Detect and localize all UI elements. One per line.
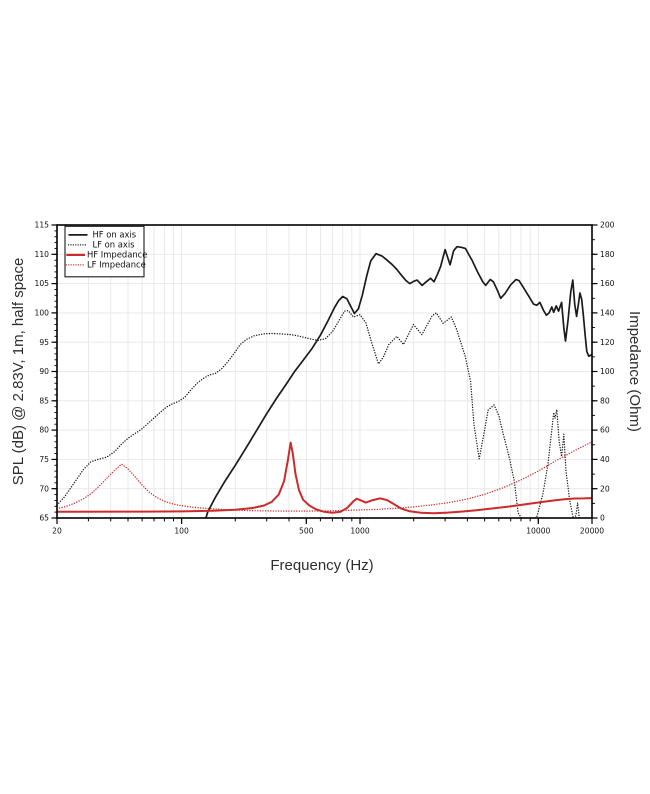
y-right-tick-label: 60 bbox=[600, 426, 610, 435]
legend-label-0: HF on axis bbox=[93, 230, 137, 240]
legend-label-1: LF on axis bbox=[93, 240, 135, 250]
y-left-tick-label: 105 bbox=[35, 279, 50, 288]
y-left-tick-label: 110 bbox=[35, 250, 50, 259]
y-left-tick-label: 80 bbox=[39, 426, 49, 435]
axes: 20 100 500 1000 10000 20000657075808590951001… bbox=[35, 221, 615, 536]
x-tick-label: 20000 bbox=[580, 527, 604, 536]
y-right-tick-label: 20 bbox=[600, 484, 610, 493]
x-tick-label: 100 bbox=[174, 527, 189, 536]
y-left-tick-label: 85 bbox=[39, 396, 49, 405]
legend-label-3: LF Impedance bbox=[87, 260, 146, 270]
y-left-axis-title: SPL (dB) @ 2.83V, 1m, half space bbox=[10, 258, 27, 486]
y-right-tick-label: 200 bbox=[600, 221, 615, 230]
y-left-tick-label: 65 bbox=[39, 514, 49, 523]
x-tick-label: 20 bbox=[52, 527, 62, 536]
y-left-tick-label: 100 bbox=[35, 309, 50, 318]
x-tick-label: 10000 bbox=[526, 527, 550, 536]
y-right-axis-title: Impedance (Ohm) bbox=[626, 311, 643, 432]
y-right-tick-label: 180 bbox=[600, 250, 615, 259]
y-right-tick-label: 40 bbox=[600, 455, 610, 464]
y-right-tick-label: 100 bbox=[600, 367, 615, 376]
y-right-tick-label: 0 bbox=[600, 514, 605, 523]
x-axis-title: Frequency (Hz) bbox=[270, 557, 373, 574]
y-right-tick-label: 160 bbox=[600, 279, 615, 288]
x-tick-label: 1000 bbox=[350, 527, 369, 536]
y-left-tick-label: 95 bbox=[39, 338, 49, 347]
y-right-tick-label: 80 bbox=[600, 396, 610, 405]
series-hf-on-axis bbox=[205, 245, 592, 518]
series-lf-impedance bbox=[57, 441, 592, 512]
data-series bbox=[57, 245, 592, 518]
y-left-tick-label: 70 bbox=[39, 484, 49, 493]
y-left-tick-label: 90 bbox=[39, 367, 49, 376]
grid-lines bbox=[56, 224, 593, 519]
series-lf-on-axis bbox=[57, 309, 581, 518]
x-tick-label: 500 bbox=[299, 527, 314, 536]
y-left-tick-label: 75 bbox=[39, 455, 49, 464]
y-left-tick-label: 115 bbox=[35, 221, 50, 230]
y-right-tick-label: 120 bbox=[600, 338, 615, 347]
series-hf-impedance bbox=[57, 441, 592, 515]
legend-label-2: HF Impedance bbox=[87, 250, 147, 260]
y-right-tick-label: 140 bbox=[600, 309, 615, 318]
